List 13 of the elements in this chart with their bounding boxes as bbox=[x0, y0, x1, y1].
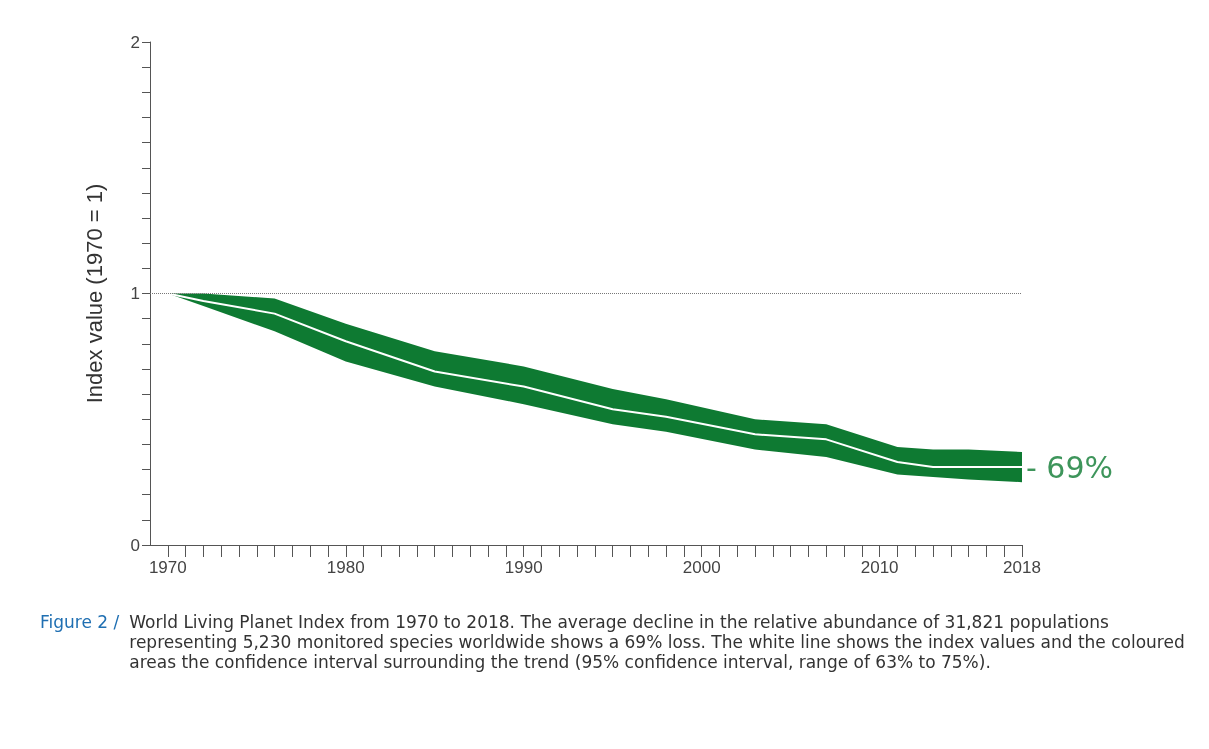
text: World Living Planet Index from 1970 to 2018. The average decline in the relative abundance of 31,821 populations representing 5,230 monitored species worldwide shows a 69% loss. The white line shows the index values and the coloured areas the confidence interval surrounding the trend (95% confidence interval, range of 63% to 75%). bbox=[129, 612, 1186, 672]
x-tick-label: 2000 bbox=[682, 558, 721, 577]
annotation: - 69% bbox=[1026, 449, 1114, 485]
y-axis-title: Index value (1970 = 1) bbox=[81, 183, 107, 404]
x-tick-label: 1990 bbox=[504, 558, 543, 577]
x-tick-label: 1970 bbox=[148, 558, 187, 577]
text: Figure 2 / bbox=[40, 612, 120, 634]
x-tick-label: 2018 bbox=[1003, 558, 1041, 577]
y-tick-label: 1 bbox=[130, 284, 140, 303]
x-tick-label: 1980 bbox=[326, 558, 365, 577]
y-tick-label: 0 bbox=[130, 535, 140, 555]
y-tick-label: 2 bbox=[130, 32, 140, 52]
x-tick-label: 2010 bbox=[860, 558, 899, 577]
